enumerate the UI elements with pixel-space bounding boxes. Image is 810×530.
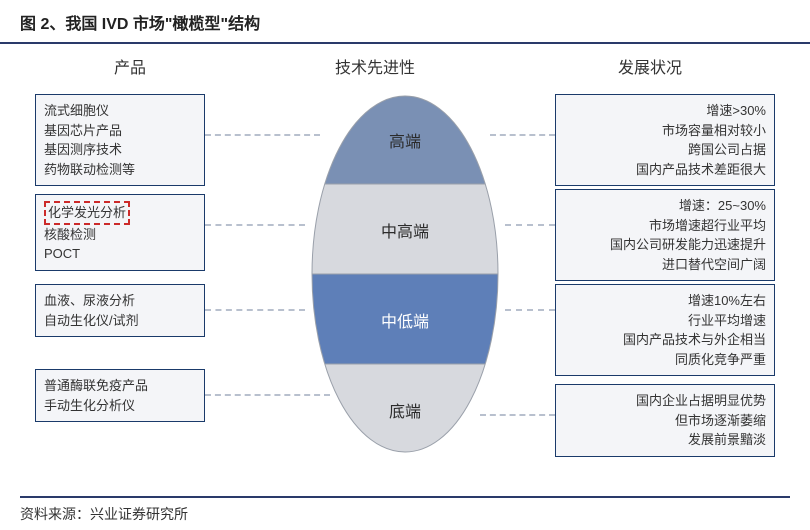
status-line: 同质化竞争严重 xyxy=(564,350,766,370)
connector-line xyxy=(505,309,555,311)
product-line: 普通酶联免疫产品 xyxy=(44,376,196,396)
status-line: 增速10%左右 xyxy=(564,291,766,311)
product-line: POCT xyxy=(44,244,196,264)
status-line: 国内产品技术差距很大 xyxy=(564,160,766,180)
status-box: 增速10%左右行业平均增速国内产品技术与外企相当同质化竞争严重 xyxy=(555,284,775,376)
olive-ellipse: 高端 中高端 中低端 底端 xyxy=(310,94,500,454)
product-line: 手动生化分析仪 xyxy=(44,396,196,416)
column-headers: 产品 技术先进性 发展状况 xyxy=(0,44,810,84)
connector-line xyxy=(205,224,305,226)
product-box: 普通酶联免疫产品手动生化分析仪 xyxy=(35,369,205,422)
product-line: 化学发光分析 xyxy=(44,201,196,225)
connector-line xyxy=(505,224,555,226)
status-line: 但市场逐渐萎缩 xyxy=(564,411,766,431)
status-line: 市场容量相对较小 xyxy=(564,121,766,141)
connector-line xyxy=(480,414,555,416)
status-box: 国内企业占据明显优势但市场逐渐萎缩发展前景黯淡 xyxy=(555,384,775,457)
status-line: 市场增速超行业平均 xyxy=(564,216,766,236)
product-box: 血液、尿液分析自动生化仪/试剂 xyxy=(35,284,205,337)
status-line: 行业平均增速 xyxy=(564,311,766,331)
olive-label-midhigh: 中高端 xyxy=(355,218,455,242)
highlight-term: 化学发光分析 xyxy=(44,201,130,225)
status-line: 国内公司研发能力迅速提升 xyxy=(564,235,766,255)
product-line: 基因测序技术 xyxy=(44,140,196,160)
status-line: 增速>30% xyxy=(564,101,766,121)
status-line: 国内企业占据明显优势 xyxy=(564,391,766,411)
product-line: 流式细胞仪 xyxy=(44,101,196,121)
header-products: 产品 xyxy=(30,54,230,78)
olive-label-midlow: 中低端 xyxy=(355,308,455,332)
product-line: 血液、尿液分析 xyxy=(44,291,196,311)
product-line: 基因芯片产品 xyxy=(44,121,196,141)
figure-title: 图 2、我国 IVD 市场"橄榄型"结构 xyxy=(0,0,810,44)
status-box: 增速>30%市场容量相对较小跨国公司占据国内产品技术差距很大 xyxy=(555,94,775,186)
source-line: 资料来源：兴业证券研究所 xyxy=(20,496,790,524)
product-box: 流式细胞仪基因芯片产品基因测序技术药物联动检测等 xyxy=(35,94,205,186)
connector-line xyxy=(205,309,305,311)
header-status: 发展状况 xyxy=(520,54,780,78)
product-line: 核酸检测 xyxy=(44,225,196,245)
header-tech: 技术先进性 xyxy=(230,54,520,78)
connector-line xyxy=(205,134,320,136)
status-line: 跨国公司占据 xyxy=(564,140,766,160)
status-line: 国内产品技术与外企相当 xyxy=(564,330,766,350)
product-box: 化学发光分析核酸检测POCT xyxy=(35,194,205,271)
connector-line xyxy=(490,134,555,136)
product-line: 自动生化仪/试剂 xyxy=(44,311,196,331)
status-box: 增速：25~30%市场增速超行业平均国内公司研发能力迅速提升进口替代空间广阔 xyxy=(555,189,775,281)
status-line: 增速：25~30% xyxy=(564,196,766,216)
olive-label-top: 高端 xyxy=(355,128,455,152)
status-line: 发展前景黯淡 xyxy=(564,430,766,450)
connector-line xyxy=(205,394,330,396)
olive-label-bottom: 底端 xyxy=(355,398,455,422)
product-line: 药物联动检测等 xyxy=(44,160,196,180)
status-line: 进口替代空间广阔 xyxy=(564,255,766,275)
diagram-area: 高端 中高端 中低端 底端 流式细胞仪基因芯片产品基因测序技术药物联动检测等化学… xyxy=(20,84,790,484)
